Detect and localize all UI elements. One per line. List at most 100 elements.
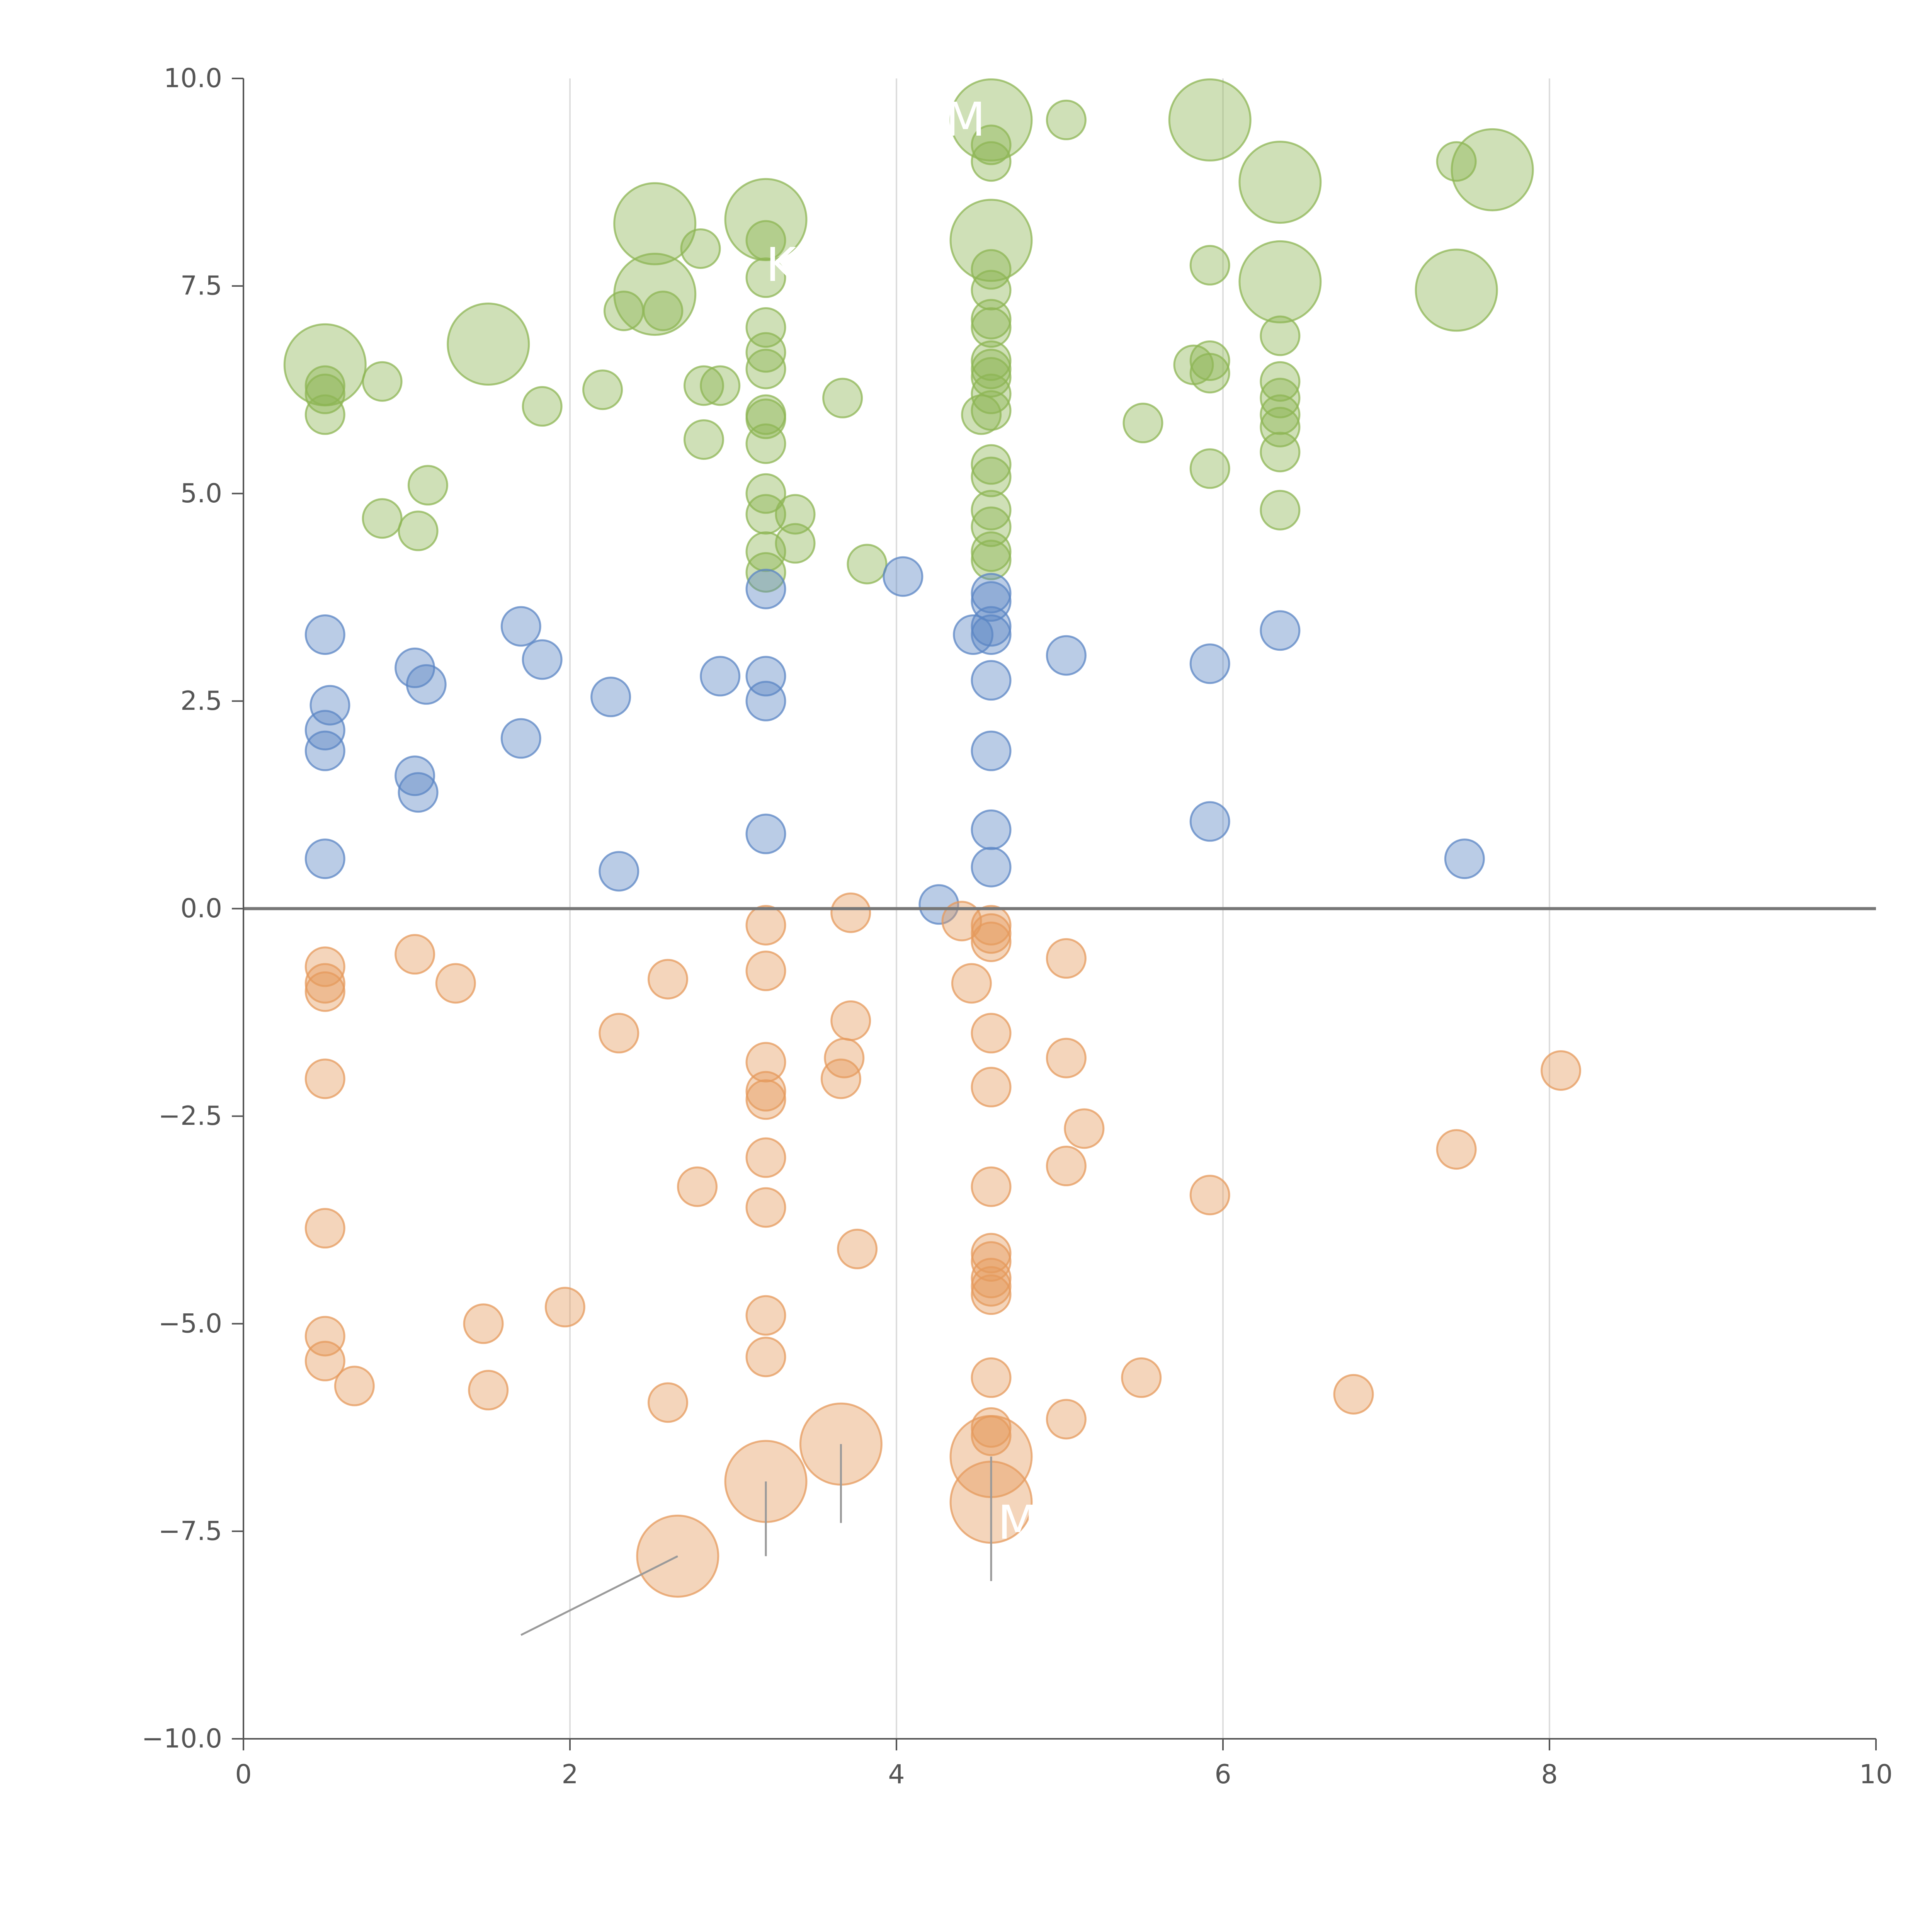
y-tick-label: 2.5 [180,686,222,716]
orange-point [599,1013,639,1054]
orange-point [971,1274,1012,1315]
green-point [971,373,1012,414]
green-point [775,523,816,564]
y-tick-label: −2.5 [158,1101,222,1131]
orange-point [745,1295,786,1336]
green-point [1260,378,1301,418]
green-point [961,394,1002,435]
blue-point [500,718,541,759]
orange-point [745,1137,786,1178]
orange-point [971,1013,1012,1054]
x-tick-label: 10 [1859,1759,1893,1790]
orange-point [304,1340,345,1381]
orange-point [435,963,476,1004]
blue-point [918,884,959,925]
green-point [971,357,1012,398]
green-point [745,494,786,535]
y-tick-label: 5.0 [180,478,222,509]
green-point [362,498,403,539]
green-point [745,398,786,439]
orange-point [1541,1050,1582,1091]
orange-point [971,913,1012,954]
orange-point [745,1042,786,1083]
blue-point [1189,643,1230,684]
green-point [971,539,1012,580]
blue-point [522,639,563,680]
green-point [1189,448,1230,489]
green-point [304,394,345,435]
x-tick-label: 4 [888,1759,905,1790]
green-point [971,124,1012,165]
blue-point [971,847,1012,888]
blue-point [745,680,786,721]
orange-point [648,959,688,1000]
orange-point [837,1228,878,1269]
blue-point [883,556,923,597]
orange-point [1046,1037,1087,1078]
y-tick-label: −7.5 [158,1516,222,1546]
orange-point [971,1233,1012,1274]
green-point [447,303,530,386]
green-point [1189,340,1230,381]
green-point [745,332,786,373]
orange-point [971,1066,1012,1107]
green-point [971,141,1012,182]
green-point [949,199,1033,282]
orange-point [820,1058,861,1099]
y-tick-label: 7.5 [180,271,222,301]
blue-point [304,838,345,879]
green-point [613,182,697,265]
orange-point [824,1037,865,1078]
green-point [362,361,403,402]
blue-point [395,755,435,796]
orange-point [304,1208,345,1249]
green-point [683,365,724,406]
data-points [283,78,1582,1598]
orange-point [971,1266,1012,1307]
x-tick-label: 8 [1541,1759,1558,1790]
green-point [1173,344,1214,385]
blue-point [971,809,1012,850]
green-point [745,552,786,593]
orange-point [1046,1399,1087,1440]
green-point [1238,141,1322,224]
green-point [971,456,1012,497]
orange-point [304,971,345,1012]
orange-point [304,963,345,1004]
blue-point [406,664,447,705]
orange-point [304,1058,345,1099]
green-point [745,220,786,261]
green-point [1046,99,1087,140]
green-point [1122,403,1163,444]
green-point [407,465,448,506]
blue-point [971,581,1012,622]
blue-point [310,685,350,726]
blue-point [500,606,541,647]
green-point [1451,128,1534,211]
orange-point [971,1166,1012,1207]
green-point [1260,432,1301,473]
axes: 10.0 7.5 5.0 2.5 0.0 −2.5 −5.0 −7.5 −10.0 0 2 4 6 8 10 [142,63,1893,1790]
green-point [745,423,786,464]
orange-point [1333,1374,1374,1415]
green-point [971,270,1012,311]
green-point [1415,248,1498,332]
y-tick-label: −5.0 [158,1308,222,1339]
orange-point [1121,1357,1162,1398]
green-point [971,490,1012,531]
orange-point [463,1303,504,1344]
green-point [1436,141,1477,182]
green-point [1260,406,1301,447]
green-point [1260,490,1301,531]
green-point [971,340,1012,381]
blue-point [1260,610,1301,651]
leader-line [520,1555,678,1636]
annotation-label: M [998,1496,1038,1550]
green-point [971,506,1012,547]
x-tick-label: 6 [1214,1759,1231,1790]
green-point [745,349,786,389]
orange-point [971,1357,1012,1398]
leader-lines [520,1444,992,1636]
orange-point [334,1366,375,1406]
y-tick-label: 10.0 [164,63,222,94]
